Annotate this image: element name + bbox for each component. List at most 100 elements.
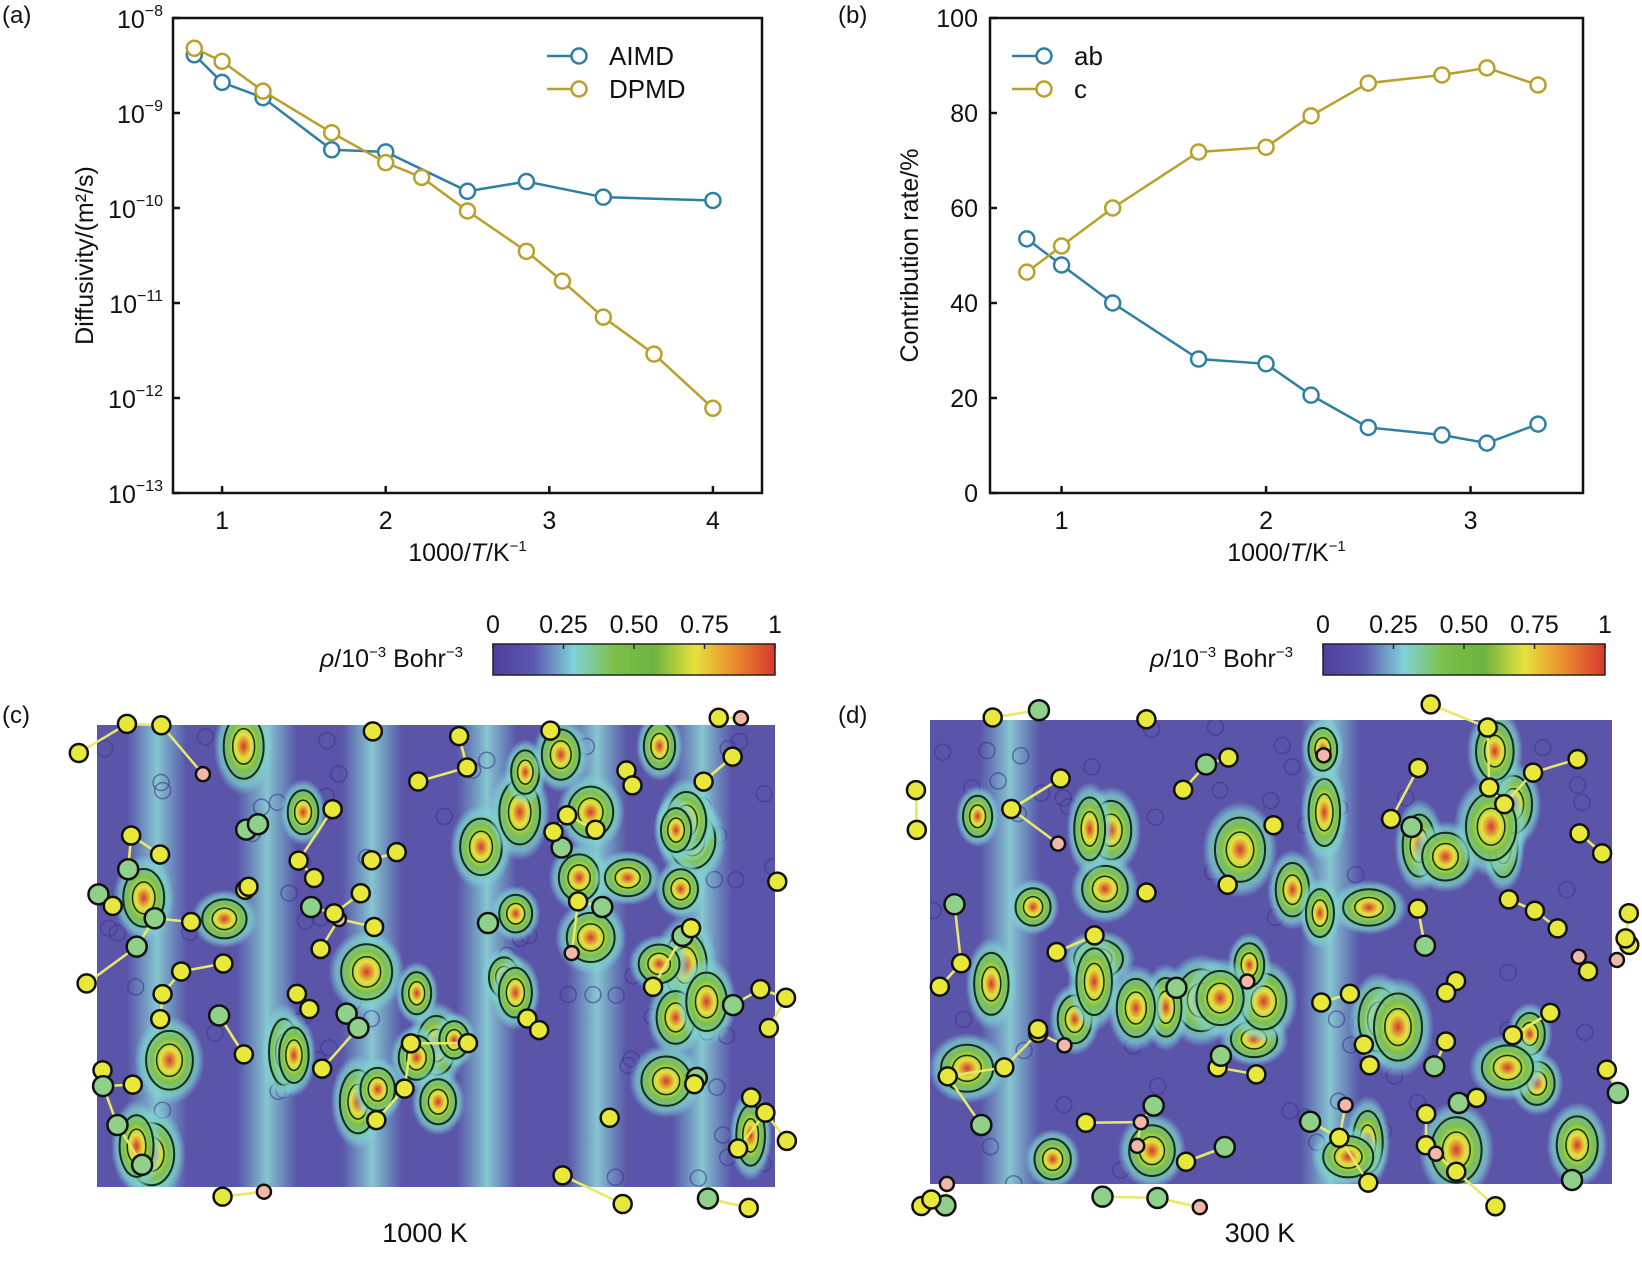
contour-line	[1565, 1128, 1590, 1162]
lattice-site	[1261, 791, 1280, 810]
contour-line	[351, 955, 382, 988]
atom	[310, 938, 331, 960]
atom	[776, 1130, 798, 1152]
lattice-site	[1283, 757, 1302, 776]
y-tick-base: 10	[117, 6, 145, 34]
atom	[982, 707, 1003, 728]
contour-line	[1115, 977, 1156, 1039]
atom	[585, 819, 606, 841]
atom	[680, 917, 702, 939]
atom	[642, 976, 664, 998]
contour-line	[468, 830, 494, 864]
data-point	[1189, 143, 1208, 161]
atom	[1547, 918, 1568, 939]
atom	[213, 953, 234, 974]
lattice-site	[318, 732, 336, 750]
contour-line	[603, 858, 652, 898]
atom	[921, 1189, 942, 1210]
contour-line	[498, 893, 534, 934]
contour-line	[642, 725, 677, 771]
density-peak	[491, 885, 541, 942]
atom	[1591, 843, 1613, 864]
density-peak	[676, 958, 737, 1046]
contour-line	[1080, 810, 1099, 847]
atom	[543, 821, 564, 843]
lattice-site	[933, 743, 952, 761]
atom	[755, 1102, 776, 1123]
legend-marker	[570, 80, 588, 98]
lattice-site	[153, 781, 172, 800]
atom	[122, 1074, 144, 1095]
lattice-site	[727, 871, 745, 889]
x-tick-label: 4	[706, 507, 720, 535]
contour-line	[427, 1088, 449, 1115]
atom	[212, 1186, 233, 1207]
atom	[750, 978, 771, 1000]
y-tick-label: 10−13	[108, 478, 163, 509]
density-field	[97, 725, 775, 1187]
contour-line	[1282, 874, 1303, 906]
y-tick-exponent: −9	[145, 98, 163, 115]
plot-frame	[171, 16, 764, 495]
atom	[207, 1004, 231, 1027]
atom	[335, 1002, 358, 1025]
atom	[400, 1033, 422, 1054]
atom	[1329, 1127, 1350, 1149]
atom	[151, 715, 172, 736]
lattice-site	[320, 1039, 338, 1057]
legend-label: AIMD	[609, 41, 674, 71]
atom	[1136, 709, 1157, 730]
data-point	[1052, 237, 1071, 255]
contour-line	[1314, 793, 1334, 832]
colorbar-tick-label: 0.75	[680, 611, 729, 639]
colorbar-gradient	[492, 643, 776, 676]
data-point	[1103, 199, 1122, 217]
colorbar-tick-label: 1	[1598, 611, 1612, 639]
y-tick-label: 60	[950, 195, 978, 223]
contour-line	[981, 966, 1002, 1002]
data-point	[1257, 355, 1275, 373]
data-point	[1529, 76, 1547, 94]
colorbar: 0 0.25 0.50 0.75 1 ρ/10−3 Bohr−3	[319, 611, 782, 676]
atom	[299, 895, 323, 919]
contour-line	[694, 985, 719, 1019]
contour-line	[1311, 899, 1329, 927]
contour-line	[497, 966, 533, 1019]
atom	[1420, 694, 1441, 715]
atom	[905, 779, 927, 801]
density-peak	[213, 725, 274, 795]
contour-line	[670, 877, 691, 901]
atom	[722, 746, 743, 767]
atom	[1049, 835, 1067, 852]
contour-line	[408, 980, 426, 1006]
data-point	[1433, 66, 1451, 84]
density-peak	[1330, 880, 1408, 935]
atom	[1560, 1168, 1584, 1192]
contour-line	[155, 1043, 184, 1078]
x-axis-label: 1000/T/K−1	[408, 538, 527, 567]
atom	[1213, 1135, 1237, 1159]
lattice-site	[1146, 808, 1165, 826]
lattice-site	[1083, 757, 1101, 776]
atom	[116, 713, 138, 735]
data-point	[1018, 263, 1036, 281]
atom	[994, 1057, 1015, 1078]
y-tick-exponent: −12	[136, 383, 163, 400]
atom	[1408, 757, 1429, 779]
lattice-site	[1273, 736, 1292, 755]
legend-label: ab	[1074, 41, 1103, 71]
y-tick-label: 40	[950, 290, 978, 318]
contour-line	[340, 943, 394, 1001]
y-tick-label: 80	[950, 100, 978, 128]
contour-line	[1333, 1144, 1363, 1169]
legend-item-aimd: AIMD	[547, 41, 674, 71]
density-peak	[1469, 1034, 1546, 1101]
series-dpmd	[185, 39, 722, 418]
data-point	[458, 182, 477, 201]
y-tick-label: 10−11	[109, 288, 163, 319]
data-point	[185, 39, 204, 58]
contour-line	[231, 727, 256, 765]
lattice-site	[97, 739, 114, 758]
atom	[366, 1109, 387, 1131]
contour-line	[968, 804, 987, 829]
